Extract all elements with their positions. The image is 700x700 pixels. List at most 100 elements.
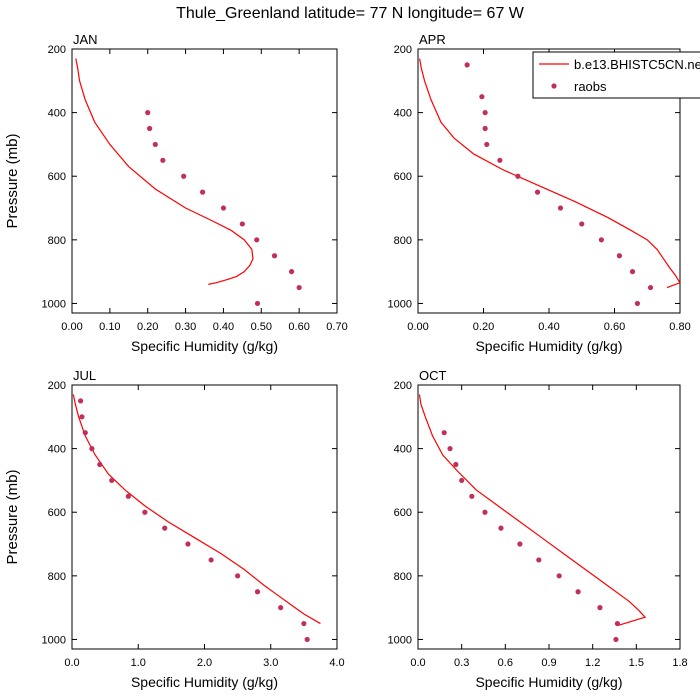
legend: b.e13.BHISTC5CN.ne30_g16.0001raobs xyxy=(532,51,700,99)
raobs-point xyxy=(254,589,261,595)
plot-frame xyxy=(417,384,681,650)
x-tick-label: 1.2 xyxy=(585,657,600,669)
x-tick-label: 3.0 xyxy=(263,657,278,669)
x-tick-label: 0.30 xyxy=(175,321,196,333)
raobs-point xyxy=(304,636,310,643)
raobs-point xyxy=(162,525,168,531)
x-tick-label: 0.00 xyxy=(61,321,82,333)
x-tick-label: 0.3 xyxy=(454,657,469,669)
raobs-point xyxy=(557,205,564,211)
raobs-point xyxy=(147,125,153,132)
raobs-point xyxy=(89,446,95,452)
x-axis-label: Specific Humidity (g/kg) xyxy=(475,674,622,690)
raobs-point xyxy=(254,300,261,307)
raobs-point xyxy=(616,253,623,259)
plot-area xyxy=(72,394,321,643)
y-tick-label: 800 xyxy=(48,235,66,247)
raobs-point xyxy=(517,541,523,547)
y-tick-label: 400 xyxy=(394,108,412,120)
figure-title: Thule_Greenland latitude= 77 N longitude… xyxy=(176,5,525,22)
x-tick-label: 0.40 xyxy=(538,321,559,333)
raobs-point xyxy=(301,620,307,627)
y-tick-label: 800 xyxy=(394,235,412,247)
x-axis-label: Specific Humidity (g/kg) xyxy=(131,338,278,354)
raobs-point xyxy=(647,284,654,291)
panel-title: APR xyxy=(419,32,446,47)
x-tick-label: 0.60 xyxy=(604,321,625,333)
plot-area xyxy=(418,394,647,643)
raobs-point xyxy=(278,605,284,611)
raobs-point xyxy=(200,189,206,195)
raobs-point xyxy=(82,430,88,436)
x-tick-label: 0.70 xyxy=(326,321,347,333)
raobs-point xyxy=(536,557,542,563)
raobs-point xyxy=(125,493,131,499)
raobs-point xyxy=(469,493,475,499)
raobs-point xyxy=(254,237,260,243)
legend-box xyxy=(532,51,700,99)
plot-area xyxy=(419,58,680,307)
raobs-point xyxy=(142,509,148,515)
x-tick-label: 1.8 xyxy=(672,657,687,669)
y-tick-label: 200 xyxy=(394,380,412,392)
y-tick-label: 400 xyxy=(48,108,66,120)
raobs-point xyxy=(97,461,103,468)
raobs-point xyxy=(484,141,490,148)
raobs-point xyxy=(145,110,151,116)
y-tick-label: 400 xyxy=(394,444,412,456)
model-series-line xyxy=(419,58,680,289)
raobs-point xyxy=(634,300,641,307)
raobs-point xyxy=(614,620,621,627)
x-tick-label: 0.50 xyxy=(251,321,272,333)
raobs-point xyxy=(575,589,581,595)
y-tick-label: 1000 xyxy=(42,298,66,310)
x-tick-label: 0.10 xyxy=(99,321,120,333)
x-tick-label: 2.0 xyxy=(197,657,212,669)
raobs-point xyxy=(152,141,158,148)
legend-obs-label: raobs xyxy=(574,79,607,94)
y-axis-label: Pressure (mb) xyxy=(4,133,21,228)
y-tick-label: 600 xyxy=(48,507,66,519)
raobs-point xyxy=(482,125,488,132)
plot-frame xyxy=(71,48,338,314)
raobs-point xyxy=(597,605,603,611)
y-tick-label: 1000 xyxy=(388,634,412,646)
model-series-line xyxy=(75,58,254,285)
raobs-point xyxy=(453,461,459,468)
x-tick-label: 1.0 xyxy=(131,657,146,669)
y-tick-label: 200 xyxy=(394,44,412,56)
legend-marker-swatch xyxy=(551,83,557,89)
raobs-point xyxy=(459,477,465,484)
raobs-point xyxy=(79,414,85,420)
raobs-point xyxy=(78,398,84,404)
x-tick-label: 0.20 xyxy=(473,321,494,333)
raobs-point xyxy=(579,221,585,227)
raobs-point xyxy=(598,237,605,243)
raobs-point xyxy=(482,110,488,116)
x-tick-label: 4.0 xyxy=(329,657,344,669)
y-tick-label: 1000 xyxy=(42,634,66,646)
panel-title: OCT xyxy=(419,368,447,383)
raobs-point xyxy=(185,541,191,547)
plot-area xyxy=(75,58,302,307)
model-series-line xyxy=(72,394,321,625)
y-tick-label: 1000 xyxy=(388,298,412,310)
chart-panel-jul: JUL 0.0 1.0 2.0 3.0 4.0 200 400 600 800 1000 Specif… xyxy=(4,368,345,690)
x-tick-label: 1.5 xyxy=(629,657,644,669)
raobs-point xyxy=(208,557,214,563)
raobs-point xyxy=(479,94,485,100)
y-tick-label: 600 xyxy=(48,171,66,183)
y-tick-label: 400 xyxy=(48,444,66,456)
panel-title: JAN xyxy=(73,32,98,47)
y-tick-label: 600 xyxy=(394,507,412,519)
raobs-point xyxy=(160,157,166,163)
y-axis-label: Pressure (mb) xyxy=(4,469,21,564)
x-tick-label: 0.40 xyxy=(213,321,234,333)
y-tick-label: 200 xyxy=(48,380,66,392)
raobs-point xyxy=(441,430,447,436)
raobs-point xyxy=(482,509,488,515)
y-tick-label: 800 xyxy=(48,571,66,583)
x-tick-label: 0.20 xyxy=(137,321,158,333)
raobs-point xyxy=(271,253,278,259)
